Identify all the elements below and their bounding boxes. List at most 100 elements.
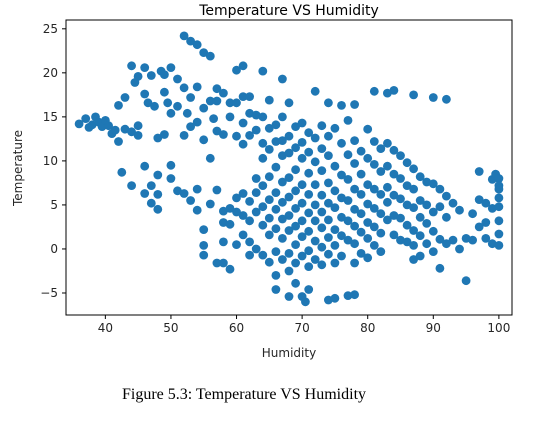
- data-point: [140, 189, 150, 198]
- data-point: [297, 232, 307, 242]
- data-point: [428, 226, 438, 236]
- data-point: [212, 258, 222, 268]
- data-point: [304, 147, 314, 157]
- scatter-chart: 40 50 60 70 80 90 100 −5 0 5 10 15 20 25 Temperature…: [11, 3, 513, 360]
- data-point: [271, 271, 281, 280]
- data-point: [219, 206, 228, 216]
- data-point: [487, 204, 497, 213]
- data-point: [369, 184, 379, 194]
- data-point: [330, 225, 340, 235]
- data-point: [127, 61, 136, 71]
- data-point: [304, 285, 314, 294]
- data-point: [297, 216, 307, 226]
- x-tick-label: 80: [360, 321, 375, 335]
- data-point: [297, 118, 307, 128]
- data-point: [494, 193, 504, 203]
- data-point: [396, 194, 405, 204]
- data-point: [304, 262, 314, 271]
- data-point: [324, 131, 333, 141]
- y-tick-label: 25: [43, 22, 58, 36]
- data-point: [278, 151, 287, 161]
- data-point: [301, 297, 310, 307]
- data-point: [343, 150, 353, 160]
- data-point: [140, 63, 150, 72]
- data-point: [356, 146, 366, 156]
- y-axis: −5 0 5 10 15 20 25: [40, 22, 66, 300]
- data-point: [179, 83, 189, 93]
- data-point: [442, 191, 451, 201]
- data-point: [271, 120, 281, 130]
- data-point: [258, 181, 268, 191]
- data-point: [251, 188, 261, 198]
- data-point: [284, 131, 294, 141]
- data-point: [383, 161, 392, 171]
- data-point: [455, 244, 464, 254]
- data-point: [278, 112, 287, 122]
- data-point: [494, 216, 504, 226]
- data-point: [383, 138, 392, 148]
- data-point: [494, 202, 504, 212]
- data-point: [448, 235, 458, 245]
- data-point: [160, 70, 169, 79]
- data-point: [317, 207, 327, 217]
- data-point: [448, 198, 458, 208]
- data-point: [264, 145, 274, 154]
- data-point: [409, 241, 418, 250]
- data-point: [173, 186, 182, 196]
- data-point: [396, 213, 405, 223]
- data-point: [369, 241, 379, 250]
- data-point: [232, 131, 241, 141]
- data-point: [143, 98, 153, 108]
- data-point: [304, 190, 314, 199]
- data-point: [310, 133, 320, 143]
- data-point: [376, 190, 386, 199]
- data-point: [343, 216, 353, 226]
- data-point: [317, 242, 327, 252]
- data-point: [337, 212, 346, 222]
- data-point: [363, 234, 373, 243]
- data-point: [376, 247, 386, 256]
- data-point: [232, 98, 241, 108]
- data-point: [324, 98, 333, 108]
- data-point: [166, 108, 176, 118]
- data-point: [160, 87, 169, 97]
- data-point: [304, 226, 314, 236]
- data-point: [117, 167, 127, 177]
- data-point: [291, 122, 300, 131]
- data-point: [284, 211, 294, 220]
- data-point: [264, 95, 274, 105]
- data-point: [219, 258, 228, 268]
- y-tick-label: 10: [43, 154, 58, 168]
- data-point: [428, 179, 438, 189]
- data-point: [402, 181, 412, 191]
- data-point: [317, 144, 327, 154]
- data-point: [422, 200, 432, 210]
- data-point: [212, 84, 222, 94]
- data-point: [376, 167, 386, 176]
- data-point: [396, 151, 405, 161]
- data-point: [74, 119, 84, 129]
- data-point: [291, 165, 300, 175]
- data-point: [409, 226, 418, 235]
- data-point: [271, 137, 281, 146]
- data-point: [389, 86, 399, 95]
- data-point: [389, 169, 399, 179]
- x-axis-label: Humidity: [262, 346, 316, 360]
- data-point: [428, 93, 438, 102]
- x-tick-label: 40: [98, 321, 113, 335]
- data-point: [415, 172, 425, 182]
- data-point: [297, 198, 307, 208]
- data-point: [127, 181, 136, 191]
- data-point: [317, 166, 327, 176]
- data-point: [284, 226, 294, 235]
- data-point: [278, 255, 287, 264]
- data-point: [278, 234, 287, 243]
- data-point: [284, 98, 294, 108]
- data-point: [209, 114, 219, 123]
- data-point: [264, 123, 274, 133]
- data-point: [402, 220, 412, 230]
- data-point: [324, 178, 333, 188]
- data-point: [487, 239, 497, 249]
- data-point: [251, 110, 261, 120]
- data-point: [163, 98, 173, 108]
